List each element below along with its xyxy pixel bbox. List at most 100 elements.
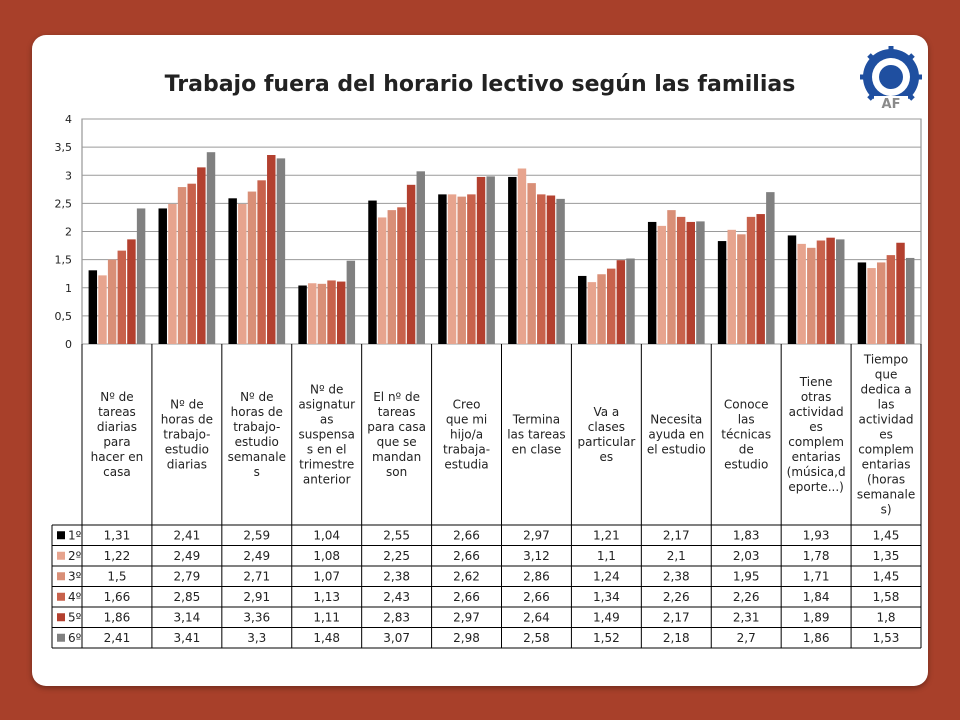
chart-title: Trabajo fuera del horario lectivo según … (164, 72, 796, 97)
category-label-line: que mi (446, 413, 487, 427)
category-label: Conoce las técnicas de estudio (721, 398, 771, 472)
bar (537, 194, 546, 344)
data-table-value: 2,66 (453, 528, 480, 542)
category-label-line: Va a (593, 405, 619, 419)
data-table-value: 1,08 (313, 549, 340, 563)
data-table-value: 1,21 (593, 528, 620, 542)
bar (346, 260, 356, 344)
data-table-value: 2,41 (104, 631, 131, 645)
category-label-line: El nº de (373, 390, 420, 404)
data-table-value: 1,5 (107, 569, 126, 583)
bar (88, 270, 98, 344)
category-label-line: las (878, 398, 895, 412)
category-label-line: s) (881, 503, 892, 517)
legend-key (57, 633, 65, 642)
bar (438, 194, 447, 344)
category-label-line: son (386, 465, 407, 479)
bar (667, 210, 676, 344)
data-table-value: 2,66 (453, 549, 480, 563)
data-table-value: 2,79 (174, 569, 201, 583)
data-table-value: 1,13 (313, 590, 340, 604)
bar (527, 183, 536, 344)
data-table-value: 2,26 (663, 590, 690, 604)
data-table-value: 2,55 (383, 528, 410, 542)
bar (657, 225, 667, 344)
category-label-line: las tareas (507, 428, 565, 442)
data-table-value: 1,1 (597, 549, 616, 563)
legend-key (57, 572, 65, 581)
bar (647, 221, 657, 344)
slide-card (32, 35, 928, 686)
data-table-value: 1,84 (803, 590, 830, 604)
legend-key (57, 613, 65, 622)
category-label-line: trimestre (299, 458, 354, 472)
bar (406, 184, 416, 344)
association-logo: AF (860, 46, 922, 110)
bar (606, 268, 616, 344)
category-label-line: trabaja- (443, 443, 490, 457)
data-table-value: 2,31 (733, 610, 760, 624)
category-label-line: Creo (453, 398, 481, 412)
category-label-line: las (738, 413, 755, 427)
category-label-line: trabajo- (233, 420, 280, 434)
category-label-line: s en el (307, 443, 347, 457)
category-label-line: de (739, 443, 754, 457)
data-table-value: 3,12 (523, 549, 550, 563)
category-label-line: Tiene (799, 375, 833, 389)
category-label-line: estudio (165, 443, 209, 457)
category-label-line: horas de (161, 413, 213, 427)
category-label-line: para (103, 435, 130, 449)
y-tick-label: 2 (65, 226, 72, 239)
data-table-value: 1,22 (104, 549, 131, 563)
category-label-line: particular (577, 435, 635, 449)
category-label-line: Conoce (724, 398, 769, 412)
data-table-value: 1,11 (313, 610, 340, 624)
data-table-value: 2,86 (523, 569, 550, 583)
y-tick-label: 1,5 (55, 254, 73, 267)
category-label: Tiene otras actividad es complem entarias (mús… (787, 375, 846, 494)
category-label-line: diarias (167, 458, 207, 472)
legend-key (57, 551, 65, 560)
category-label-line: estudia (444, 458, 488, 472)
data-table-value: 1,71 (803, 569, 830, 583)
bar (158, 208, 167, 344)
category-label-line: Nº de (100, 390, 133, 404)
data-table-value: 2,18 (663, 631, 690, 645)
data-table-value: 2,91 (243, 590, 270, 604)
data-table-value: 2,97 (523, 528, 550, 542)
data-table-value: 2,49 (243, 549, 270, 563)
bar (896, 242, 905, 344)
bar (737, 234, 746, 344)
bar (746, 216, 756, 344)
bar (416, 171, 425, 344)
data-table-value: 3,07 (383, 631, 410, 645)
data-table-value: 3,41 (174, 631, 201, 645)
category-label-line: Nº de (310, 383, 343, 397)
category-label-line: hacer en (91, 450, 144, 464)
data-table-value: 1,78 (803, 549, 830, 563)
category-label-line: el estudio (647, 443, 706, 457)
y-tick-label: 0,5 (55, 310, 73, 323)
bar (587, 282, 597, 344)
bar (187, 183, 196, 344)
data-table-value: 2,62 (453, 569, 480, 583)
category-label-line: actividad (859, 413, 914, 427)
category-label-line: diarias (97, 420, 137, 434)
bar (836, 239, 845, 344)
data-table-value: 2,58 (523, 631, 550, 645)
data-table-value: 2,41 (174, 528, 201, 542)
svg-text:AF: AF (882, 97, 901, 110)
bar (546, 195, 556, 344)
category-label: Nº de asignatur as suspensa s en el trimestre… (298, 383, 355, 487)
category-label-line: entarias (792, 450, 841, 464)
bar (98, 275, 107, 344)
bar (686, 221, 695, 344)
category-label: Termina las tareas en clase (507, 413, 565, 457)
bar (476, 176, 486, 344)
data-table-value: 2,66 (523, 590, 550, 604)
data-table-value: 2,85 (174, 590, 201, 604)
bar (867, 268, 876, 344)
bar (517, 168, 527, 344)
category-label-line: es (879, 428, 893, 442)
